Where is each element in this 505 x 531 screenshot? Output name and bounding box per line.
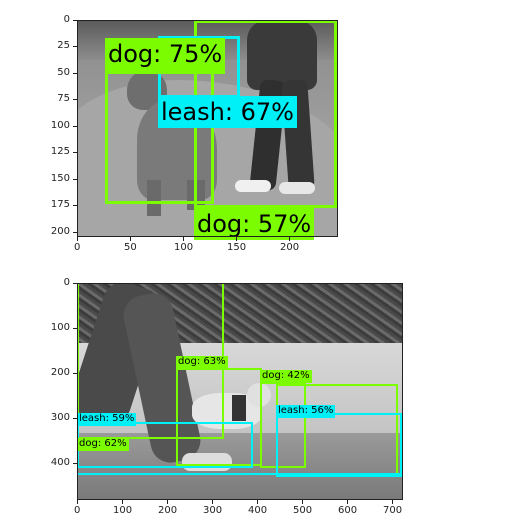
label-leash-b-text: leash: 56% [278,405,334,416]
top-detection-panel: dog: 75% leash: 67% dog: 57% 0 25 50 75 … [0,0,505,260]
top-ytick: 100 [50,120,70,131]
label-dog-a-text: dog: 63% [178,356,226,367]
label-dog-a: dog: 75% [105,38,226,74]
bottom-ytick: 400 [50,457,70,468]
bottom-ytick: 300 [50,412,70,423]
bottom-ytick: 0 [63,277,70,288]
top-ytick: 75 [57,93,70,104]
label-leash-a: leash: 59% [77,413,137,426]
bbox-leash-c [77,465,402,475]
bottom-photo [77,283,402,499]
label-leash: leash: 67% [158,96,297,128]
person-silhouette [227,20,317,195]
label-dog-b: dog: 57% [194,208,315,240]
bbox-leash-b [276,413,402,477]
bottom-xtick: 0 [74,505,81,516]
label-dog-a: dog: 63% [176,356,228,369]
top-xtick: 200 [280,242,300,253]
label-dog-c-text: dog: 62% [79,438,127,449]
label-dog-b-text: dog: 42% [262,370,310,381]
bottom-xtick: 400 [248,505,268,516]
bottom-detection-panel: dog: 63% dog: 42% leash: 59% leash: 56% … [0,270,505,531]
top-xtick: 0 [74,242,81,253]
top-xtick: 100 [174,242,194,253]
top-ytick: 200 [50,226,70,237]
bottom-ytick: 100 [50,322,70,333]
bbox-dog-b [260,382,306,468]
label-dog-b: dog: 42% [260,370,312,383]
bottom-ytick: 200 [50,367,70,378]
top-xtick: 50 [124,242,137,253]
top-ytick: 125 [50,146,70,157]
label-dog-b-text: dog: 57% [197,210,312,238]
bottom-xtick: 100 [113,505,133,516]
top-xtick: 150 [227,242,247,253]
bottom-xtick: 700 [383,505,403,516]
label-leash-a-text: leash: 59% [79,413,135,424]
top-ytick: 150 [50,173,70,184]
bottom-xtick: 300 [203,505,223,516]
top-ytick: 0 [63,14,70,25]
label-leash-text: leash: 67% [161,98,294,126]
top-ytick: 25 [57,40,70,51]
bottom-xtick: 200 [158,505,178,516]
label-dog-c: dog: 62% [77,438,129,451]
bottom-xtick: 500 [293,505,313,516]
bottom-xtick: 600 [338,505,358,516]
label-dog-a-text: dog: 75% [108,40,223,68]
top-ytick: 50 [57,67,70,78]
top-ytick: 175 [50,199,70,210]
label-leash-b: leash: 56% [276,405,336,418]
